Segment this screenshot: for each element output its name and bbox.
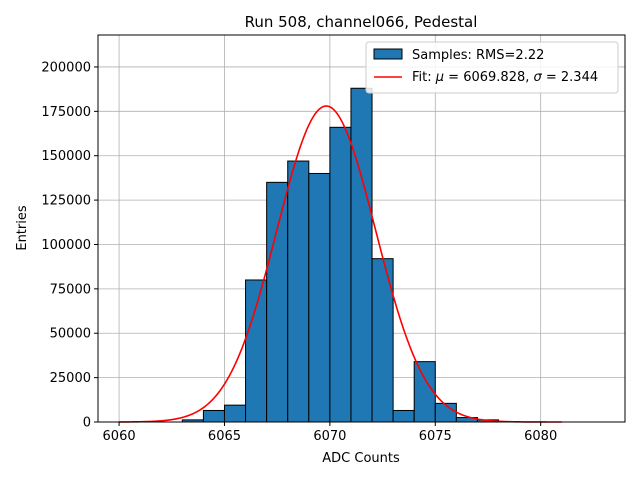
legend-fit-sigma-value: = 2.344 [542, 70, 598, 85]
histogram-bar [392, 409, 415, 423]
histogram-bar [266, 181, 289, 423]
histogram-bar [413, 361, 436, 423]
y-axis-title: Entries [15, 205, 30, 251]
histogram-bar [245, 279, 268, 423]
y-ticks: 0 25000 50000 75000 100000 125000 150000 175000… [41, 60, 98, 431]
x-tick-label: 6060 [103, 429, 136, 444]
y-tick-label: 150000 [41, 149, 91, 164]
histogram-bar [223, 404, 247, 423]
fit-curve [119, 105, 562, 423]
y-tick-label: 0 [83, 416, 91, 431]
x-tick-label: 6075 [419, 429, 452, 444]
histogram-bars [181, 87, 500, 423]
legend-fit-label: Fit: μ = 6069.828, σ = 2.344 [412, 70, 598, 85]
histogram-bar [329, 126, 352, 423]
x-tick-label: 6065 [208, 429, 241, 444]
histogram-bar [202, 409, 225, 423]
y-tick-label: 175000 [41, 105, 91, 120]
x-axis-title: ADC Counts [322, 451, 400, 466]
y-tick-label: 200000 [41, 60, 91, 75]
legend-fit-sigma-symbol: σ [534, 70, 543, 85]
plot-frame [97, 34, 626, 423]
legend-box [365, 41, 619, 94]
legend-fit-prefix: Fit: [412, 70, 436, 85]
legend: Samples: RMS=2.22 Fit: μ = 6069.828, σ =… [365, 41, 619, 94]
histogram-bar [434, 402, 457, 423]
fit-curve-group [119, 105, 562, 423]
y-tick-label: 25000 [50, 371, 91, 386]
legend-fit-mu-symbol: μ [435, 70, 444, 85]
chart-title: Run 508, channel066, Pedestal [245, 13, 478, 31]
y-tick-label: 75000 [50, 282, 91, 297]
histogram-bar [287, 160, 310, 423]
x-ticks: 6060 6065 6070 6075 6080 [103, 422, 557, 444]
y-tick-label: 125000 [41, 194, 91, 209]
histogram-bar [308, 172, 331, 423]
x-tick-label: 6070 [313, 429, 346, 444]
y-tick-label: 100000 [41, 238, 91, 253]
legend-histogram-swatch [373, 48, 403, 60]
y-tick-label: 50000 [50, 327, 91, 342]
legend-histogram-label: Samples: RMS=2.22 [412, 48, 544, 63]
histogram-bar [350, 87, 373, 423]
legend-fit-mu-value: = 6069.828, [444, 70, 533, 85]
x-tick-label: 6080 [524, 429, 557, 444]
